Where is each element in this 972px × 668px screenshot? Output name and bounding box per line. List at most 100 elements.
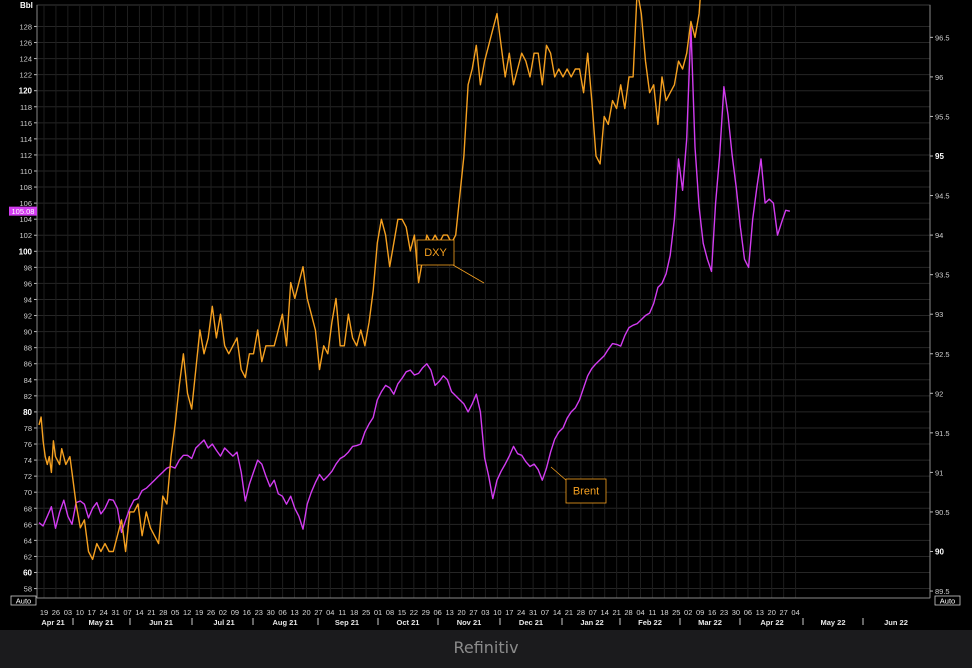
auto-right-button: Auto	[940, 597, 955, 606]
x-day-label: 07	[541, 608, 549, 617]
x-day-label: 23	[720, 608, 728, 617]
x-day-label: 07	[123, 608, 131, 617]
x-month-label: May 21	[88, 618, 113, 627]
x-day-label: 09	[231, 608, 239, 617]
x-day-label: 28	[624, 608, 632, 617]
left-tick-label: 82	[24, 392, 32, 401]
left-tick-label: 70	[24, 488, 32, 497]
right-tick-label: 96	[935, 73, 943, 82]
x-day-label: 12	[183, 608, 191, 617]
left-tick-label: 62	[24, 552, 32, 561]
x-day-label: 28	[159, 608, 167, 617]
x-day-label: 06	[278, 608, 286, 617]
left-tick-label: 74	[24, 456, 32, 465]
series-line-dxy	[38, 0, 701, 561]
brent-callout-box	[565, 478, 607, 504]
x-day-label: 04	[636, 608, 644, 617]
x-day-label: 24	[517, 608, 525, 617]
left-tick-label: 128	[19, 22, 32, 31]
series-line-brent	[38, 25, 791, 534]
x-month-label: Sep 21	[335, 618, 359, 627]
x-day-label: 21	[612, 608, 620, 617]
left-tick-label: 84	[24, 376, 32, 385]
brent-last-badge	[9, 206, 37, 216]
x-month-label: Jun 22	[884, 618, 908, 627]
left-tick-label: 98	[24, 263, 32, 272]
right-tick-label: 95	[935, 152, 944, 161]
left-tick-label: 104	[19, 215, 32, 224]
left-tick-label: 112	[20, 151, 32, 160]
x-day-label: 02	[219, 608, 227, 617]
x-day-label: 11	[338, 608, 346, 617]
left-axis-unit: Bbl	[20, 1, 33, 10]
left-tick-label: 76	[24, 440, 32, 449]
x-month-label: Oct 21	[397, 618, 420, 627]
x-day-label: 24	[99, 608, 107, 617]
x-day-label: 23	[255, 608, 263, 617]
left-tick-label: 126	[19, 39, 32, 48]
chart-area: 58 60 62 64 66 68 70 72 74 76 78 80 82 84 86 88 90 92 94 96…	[0, 0, 972, 630]
x-day-label: 14	[553, 608, 561, 617]
left-tick-label: 114	[20, 135, 32, 144]
x-day-label: 13	[445, 608, 453, 617]
dxy-callout-label: DXY	[424, 247, 447, 259]
x-day-label: 31	[529, 608, 537, 617]
left-tick-label: 124	[19, 55, 32, 64]
x-day-label: 31	[111, 608, 119, 617]
x-day-label: 07	[589, 608, 597, 617]
x-day-label: 13	[290, 608, 298, 617]
x-day-label: 19	[40, 608, 48, 617]
left-tick-label: 106	[19, 199, 32, 208]
left-tick-label: 78	[24, 424, 32, 433]
left-tick-label: 94	[24, 295, 32, 304]
x-day-label: 04	[326, 608, 334, 617]
right-tick-label: 90.5	[935, 508, 950, 517]
x-day-label: 21	[565, 608, 573, 617]
x-month-label: Jul 21	[213, 618, 234, 627]
x-day-label: 11	[649, 608, 657, 617]
right-tick-label: 95.5	[935, 112, 950, 121]
left-tick-label: 72	[24, 472, 32, 481]
x-day-label: 18	[660, 608, 668, 617]
x-day-label: 14	[135, 608, 143, 617]
x-day-label: 27	[314, 608, 322, 617]
auto-left-box[interactable]	[10, 595, 37, 606]
right-tick-label: 94	[935, 231, 943, 240]
right-tick-label: 91.5	[935, 429, 950, 438]
left-tick-label: 110	[20, 167, 32, 176]
left-tick-label: 122	[19, 71, 32, 80]
x-day-label: 02	[684, 608, 692, 617]
left-tick-label: 88	[24, 344, 32, 353]
x-day-label: 20	[302, 608, 310, 617]
right-tick-label: 96.5	[935, 33, 950, 42]
brent-dxy-chart: 58 60 62 64 66 68 70 72 74 76 78 80 82 84 86 88 90 92 94 96…	[9, 0, 961, 627]
x-day-label: 27	[469, 608, 477, 617]
right-tick-label: 93.5	[935, 271, 950, 280]
x-day-label: 28	[577, 608, 585, 617]
brent-callout-leader	[550, 466, 568, 482]
x-day-label: 29	[422, 608, 430, 617]
x-month-label: Jan 22	[580, 618, 603, 627]
x-day-label: 21	[147, 608, 155, 617]
footer: Refinitiv	[0, 630, 972, 668]
brent-last-value: 105.08	[12, 207, 35, 216]
x-day-label: 06	[744, 608, 752, 617]
plot-frame	[36, 4, 931, 599]
left-tick-label: 100	[19, 247, 33, 256]
auto-right-box[interactable]	[934, 595, 961, 606]
x-day-label: 01	[374, 608, 382, 617]
dxy-callout-leader	[452, 264, 485, 284]
x-month-label: Jun 21	[149, 618, 173, 627]
x-day-label: 08	[386, 608, 394, 617]
x-day-label: 16	[708, 608, 716, 617]
left-tick-label: 68	[24, 504, 32, 513]
x-day-label: 10	[76, 608, 84, 617]
x-day-label: 17	[505, 608, 513, 617]
left-tick-label: 102	[19, 231, 32, 240]
left-tick-label: 64	[24, 536, 32, 545]
x-day-label: 05	[171, 608, 179, 617]
left-tick-label: 80	[23, 408, 32, 417]
x-day-label: 15	[398, 608, 406, 617]
left-tick-label: 116	[20, 119, 32, 128]
x-day-label: 10	[493, 608, 501, 617]
